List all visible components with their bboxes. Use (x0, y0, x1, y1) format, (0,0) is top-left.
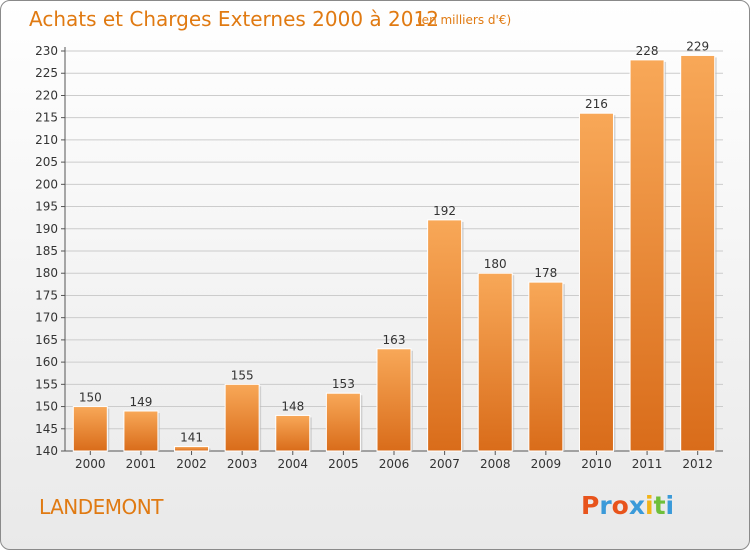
x-tick-label: 2000 (75, 457, 106, 471)
x-tick-label: 2008 (480, 457, 511, 471)
bar (72, 406, 108, 452)
x-tick-label: 2004 (277, 457, 308, 471)
bar (325, 392, 361, 452)
y-tick-label: 220 (35, 88, 58, 102)
bar (123, 410, 159, 452)
y-tick-label: 210 (35, 133, 58, 147)
y-tick-label: 160 (35, 355, 58, 369)
y-tick-label: 225 (35, 66, 58, 80)
bar (174, 446, 210, 452)
bar (477, 272, 513, 452)
x-tick-label: 2002 (176, 457, 207, 471)
bar-value-label: 149 (129, 395, 152, 409)
y-tick-label: 215 (35, 111, 58, 125)
y-tick-label: 180 (35, 266, 58, 280)
proxiti-logo: Proxiti (581, 491, 675, 520)
value-labels: 150 149 141 155 148 153 163 192 180 178 216 228 229 (79, 39, 709, 444)
bar (224, 383, 260, 452)
x-tick-label: 2009 (531, 457, 562, 471)
x-tick-label: 2010 (581, 457, 612, 471)
y-tick-label: 230 (35, 44, 58, 58)
x-tick-label: 2007 (429, 457, 460, 471)
x-tick-label: 2003 (227, 457, 258, 471)
y-tick-label: 155 (35, 377, 58, 391)
bar-value-label: 180 (484, 257, 507, 271)
bar (629, 59, 665, 452)
bar (275, 414, 311, 452)
bars (72, 54, 717, 452)
bar-value-label: 153 (332, 377, 355, 391)
bar-value-label: 228 (636, 44, 659, 58)
chart-unit: (en milliers d'€) (417, 13, 512, 27)
x-tick-labels: 2000 2001 2002 2003 2004 2005 2006 2007 2008 2009… (75, 451, 713, 471)
bar-value-label: 216 (585, 97, 608, 111)
x-tick-label: 2001 (126, 457, 157, 471)
y-tick-labels: 140 145 150 155 160 165 170 175 180 185 190 195 200 2… (35, 44, 65, 458)
chart-title: Achats et Charges Externes 2000 à 2012 (29, 7, 439, 31)
x-tick-label: 2005 (328, 457, 359, 471)
y-tick-label: 200 (35, 177, 58, 191)
location-label: LANDEMONT (39, 495, 163, 519)
x-tick-label: 2011 (632, 457, 663, 471)
y-tick-label: 175 (35, 288, 58, 302)
y-tick-label: 185 (35, 244, 58, 258)
y-tick-label: 195 (35, 200, 58, 214)
y-tick-label: 190 (35, 222, 58, 236)
y-tick-label: 165 (35, 333, 58, 347)
bar (427, 219, 463, 452)
x-tick-label: 2006 (379, 457, 410, 471)
bar (578, 112, 614, 452)
bar-value-label: 192 (433, 204, 456, 218)
y-tick-label: 170 (35, 311, 58, 325)
bar-value-label: 163 (383, 333, 406, 347)
bar (376, 348, 412, 452)
bar (680, 54, 716, 452)
bar-value-label: 150 (79, 391, 102, 405)
bar-value-label: 148 (281, 399, 304, 413)
bar-value-label: 229 (686, 39, 709, 53)
y-tick-label: 145 (35, 422, 58, 436)
bar (528, 281, 564, 452)
x-tick-label: 2012 (682, 457, 713, 471)
bar-value-label: 141 (180, 431, 203, 445)
bar-value-label: 178 (534, 266, 557, 280)
y-tick-label: 150 (35, 400, 58, 414)
y-tick-label: 205 (35, 155, 58, 169)
bar-value-label: 155 (231, 368, 254, 382)
y-tick-label: 140 (35, 444, 58, 458)
